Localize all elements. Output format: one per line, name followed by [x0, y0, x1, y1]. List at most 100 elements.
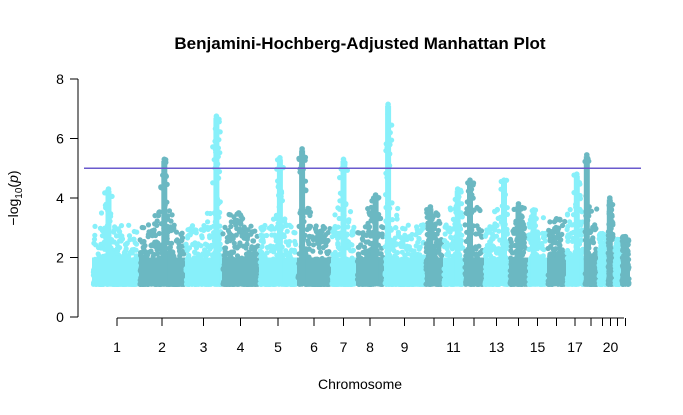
data-point	[138, 252, 144, 259]
data-point	[362, 224, 368, 230]
data-point	[565, 247, 571, 254]
data-point	[202, 226, 208, 232]
data-point	[156, 230, 162, 237]
data-point	[126, 222, 132, 228]
data-point	[157, 209, 163, 215]
data-point	[190, 241, 196, 247]
data-point	[285, 239, 291, 245]
data-point	[179, 249, 185, 255]
peak-column	[501, 181, 507, 285]
chromosome-13-points	[482, 177, 511, 287]
data-point	[347, 209, 354, 215]
chromosome-7-points	[329, 156, 358, 287]
data-point	[598, 239, 604, 245]
data-point	[166, 245, 172, 251]
data-point	[393, 225, 399, 231]
data-point	[320, 235, 326, 241]
chromosome-2-points	[137, 156, 187, 287]
data-point	[307, 212, 313, 219]
data-point	[113, 250, 120, 256]
data-point	[139, 239, 145, 245]
data-point	[207, 210, 213, 217]
data-point	[305, 238, 311, 244]
data-point	[140, 244, 146, 250]
data-point	[615, 252, 621, 258]
data-point	[288, 224, 294, 230]
data-point	[564, 234, 571, 240]
data-point	[360, 232, 366, 238]
data-point	[521, 224, 528, 230]
data-point	[168, 218, 174, 224]
data-point	[474, 204, 480, 211]
data-point	[494, 247, 500, 253]
data-point	[413, 232, 419, 238]
data-point	[154, 251, 160, 257]
data-point	[91, 236, 98, 242]
data-point	[220, 231, 226, 237]
data-point	[98, 210, 105, 216]
data-point	[416, 236, 422, 242]
data-point	[313, 226, 319, 232]
data-point	[556, 232, 562, 238]
data-point	[222, 224, 228, 230]
data-point	[331, 225, 337, 231]
data-point	[134, 229, 140, 235]
chromosome-8-points	[354, 192, 386, 287]
data-point	[445, 242, 451, 248]
dense-points-band	[92, 257, 139, 286]
data-point	[253, 251, 259, 258]
data-point	[282, 216, 288, 222]
data-point	[241, 224, 247, 230]
data-point	[195, 251, 201, 257]
data-point	[226, 211, 232, 218]
data-point	[249, 245, 255, 252]
chromosome-16-points	[545, 216, 568, 287]
peak-point	[105, 186, 112, 192]
chromosome-22-points	[619, 233, 632, 287]
data-point	[332, 249, 338, 255]
data-point	[133, 253, 139, 259]
data-point	[169, 240, 175, 246]
data-point	[567, 207, 573, 213]
data-point	[599, 243, 605, 249]
data-point	[237, 241, 243, 247]
data-point	[309, 234, 315, 240]
chromosome-6-points	[295, 146, 333, 287]
data-point	[332, 232, 338, 238]
data-point	[231, 240, 237, 246]
data-point	[255, 243, 261, 249]
data-point	[259, 244, 265, 250]
data-point	[258, 232, 264, 238]
data-point	[114, 245, 121, 251]
data-point	[332, 212, 338, 218]
data-point	[225, 228, 231, 234]
peak-column	[515, 205, 522, 285]
data-point	[349, 248, 355, 254]
data-point	[147, 249, 153, 255]
peak-column	[573, 175, 580, 285]
data-point	[565, 238, 571, 244]
data-point	[366, 229, 372, 235]
data-point	[233, 232, 239, 238]
data-point	[417, 252, 423, 258]
data-point	[122, 242, 129, 248]
data-point	[207, 235, 213, 241]
data-point	[249, 229, 255, 235]
data-point	[131, 246, 137, 253]
data-point	[350, 230, 356, 236]
data-point	[556, 242, 563, 248]
data-point	[520, 249, 527, 256]
dense-points-band	[547, 257, 566, 286]
chromosome-11-points	[441, 186, 466, 287]
data-point	[151, 229, 157, 235]
data-point	[179, 237, 185, 244]
data-point	[189, 223, 196, 229]
data-point	[400, 225, 406, 231]
data-point	[395, 205, 401, 212]
data-point	[478, 228, 485, 234]
peak-column	[583, 156, 590, 285]
data-point	[169, 227, 175, 233]
peak-column	[606, 199, 613, 285]
peak-column	[161, 160, 168, 285]
